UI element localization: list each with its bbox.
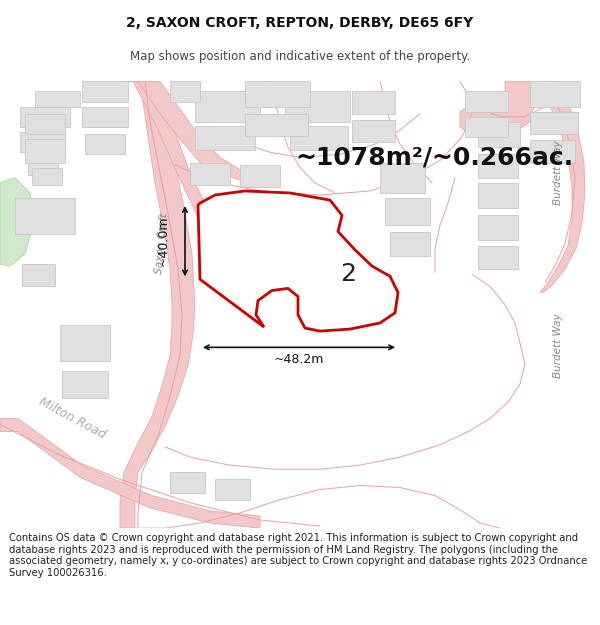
Polygon shape [170,472,205,492]
Polygon shape [120,81,225,274]
Polygon shape [478,182,518,208]
Text: 2: 2 [340,262,356,286]
Polygon shape [530,81,580,107]
Polygon shape [535,81,585,292]
Polygon shape [478,246,518,269]
Polygon shape [170,81,200,101]
Polygon shape [465,117,508,137]
Polygon shape [478,122,520,148]
Polygon shape [35,91,80,107]
Polygon shape [198,191,398,331]
Text: Milton Road: Milton Road [37,396,107,441]
Text: Saxon Croft: Saxon Croft [154,213,170,274]
Polygon shape [285,91,350,122]
Text: Map shows position and indicative extent of the property.: Map shows position and indicative extent… [130,50,470,62]
Polygon shape [380,162,425,193]
Polygon shape [530,112,578,134]
Text: ~1078m²/~0.266ac.: ~1078m²/~0.266ac. [295,146,573,169]
Polygon shape [15,198,75,234]
Polygon shape [20,107,70,127]
Polygon shape [352,120,395,142]
Polygon shape [120,81,195,528]
Polygon shape [0,419,260,528]
Polygon shape [82,81,128,101]
Polygon shape [135,81,265,182]
Polygon shape [385,198,430,226]
Polygon shape [28,154,58,174]
Polygon shape [460,81,535,137]
Text: ~48.2m: ~48.2m [274,353,324,366]
Polygon shape [20,132,65,152]
Text: Burdett Way: Burdett Way [553,141,563,205]
Polygon shape [352,91,395,114]
Polygon shape [190,162,230,185]
Polygon shape [465,91,508,112]
Polygon shape [245,81,310,107]
Text: Burdett Way: Burdett Way [553,313,563,378]
Polygon shape [85,134,125,154]
Polygon shape [82,107,128,127]
Polygon shape [25,114,65,134]
Polygon shape [25,139,65,162]
Polygon shape [60,325,110,361]
Polygon shape [245,114,308,136]
Polygon shape [195,126,255,150]
Polygon shape [195,91,260,122]
Text: ~40.0m: ~40.0m [157,216,170,266]
Polygon shape [390,231,430,256]
Polygon shape [478,154,518,178]
Text: 2, SAXON CROFT, REPTON, DERBY, DE65 6FY: 2, SAXON CROFT, REPTON, DERBY, DE65 6FY [127,16,473,31]
Text: Contains OS data © Crown copyright and database right 2021. This information is : Contains OS data © Crown copyright and d… [9,533,587,578]
Polygon shape [62,371,108,398]
Polygon shape [0,177,35,266]
Polygon shape [478,215,518,239]
Polygon shape [290,126,348,150]
Polygon shape [530,140,575,162]
Polygon shape [32,168,62,185]
Polygon shape [22,264,55,286]
Polygon shape [215,479,250,500]
Polygon shape [240,164,280,187]
